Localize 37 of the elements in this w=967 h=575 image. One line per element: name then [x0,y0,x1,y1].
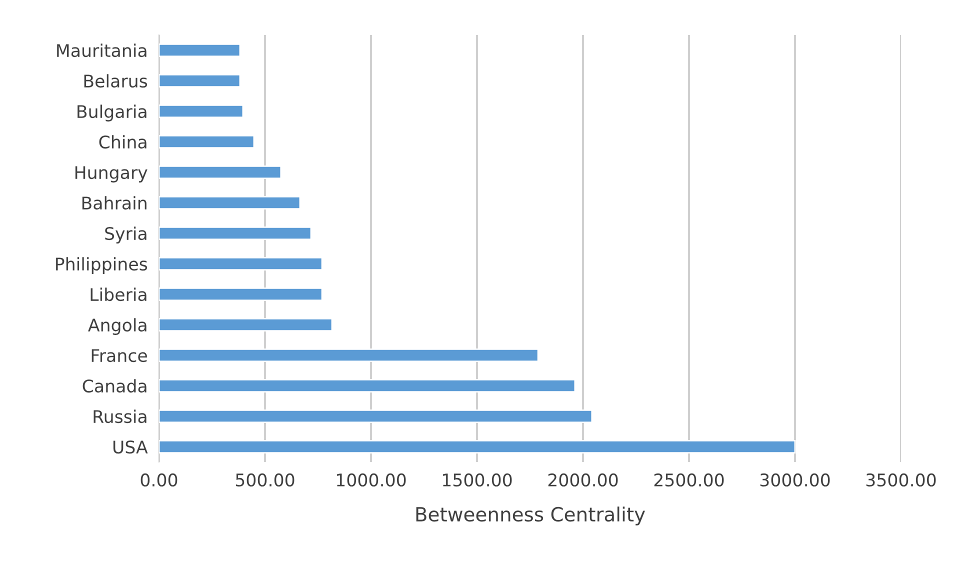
x-tick-label: 1000.00 [337,473,406,487]
y-tick-label: Syria [105,226,146,244]
y-tick-label: Russia [94,410,146,424]
x-axis-title: Betweenness Centrality [416,506,645,526]
x-tick-label: 0.00 [140,473,178,487]
bar [159,134,255,149]
bar [159,318,333,332]
x-tick-label: 1500.00 [443,473,512,487]
bar [159,104,244,118]
bar [159,226,312,240]
y-tick-label: Bulgaria [78,104,146,122]
y-tick-label: Angola [88,318,146,335]
y-tick-label: Philippines [56,257,148,274]
bar [159,256,323,271]
x-tick-label: 2000.00 [548,473,618,487]
bar [159,378,576,393]
y-tick-label: Liberia [90,288,146,302]
y-tick-label: France [92,349,147,362]
bar [159,165,282,180]
bar [159,196,301,210]
y-tick-label: Hungary [75,166,148,182]
bar [159,348,539,362]
y-tick-label: USA [113,440,148,454]
bar [159,74,241,88]
x-tick-label: 500.00 [236,473,294,487]
bar [159,409,593,424]
x-tick-label: 3000.00 [760,473,830,487]
y-tick-label: Canada [82,379,146,393]
bar [159,440,796,454]
x-tick-label: 3500.00 [866,473,936,487]
y-tick-label: Bahrain [82,196,146,210]
y-tick-label: China [99,135,146,149]
bar [159,287,323,302]
x-tick-label: 2500.00 [654,473,724,487]
bar [159,43,241,58]
y-tick-label: Mauritania [57,44,146,58]
y-tick-label: Belarus [84,74,148,88]
